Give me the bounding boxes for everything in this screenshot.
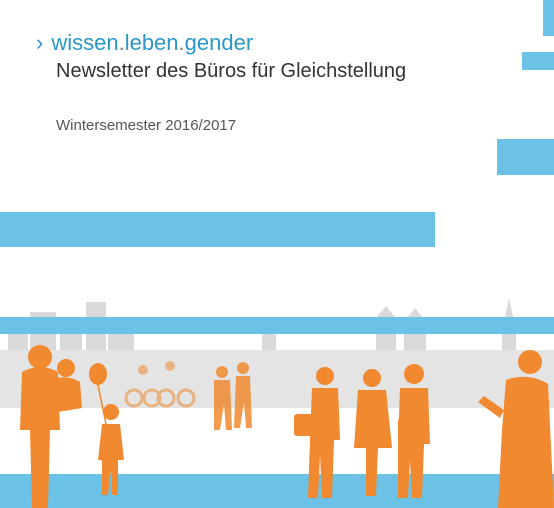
people-figures <box>20 345 554 508</box>
deco-bar-top-right <box>543 0 554 36</box>
series-dot-2: . <box>178 30 185 55</box>
scene-band-top <box>0 317 554 334</box>
series-gender: gender <box>184 30 254 55</box>
series-leben: leben <box>124 30 179 55</box>
page-title: Newsletter des Büros für Gleichstellung <box>56 60 407 82</box>
semester-label: Wintersemester 2016/2017 <box>56 117 237 134</box>
deco-bar-right-2 <box>497 139 554 175</box>
chevron-icon: › <box>36 30 44 55</box>
newsletter-series: › wissen.leben.gender <box>36 30 253 56</box>
deco-bar-wide <box>0 212 435 247</box>
scene-band-bottom <box>0 474 554 508</box>
deco-bar-right-1 <box>522 52 554 70</box>
series-dot-1: . <box>118 30 125 55</box>
city-people-illustration <box>0 298 554 508</box>
series-wissen: wissen <box>51 30 119 55</box>
